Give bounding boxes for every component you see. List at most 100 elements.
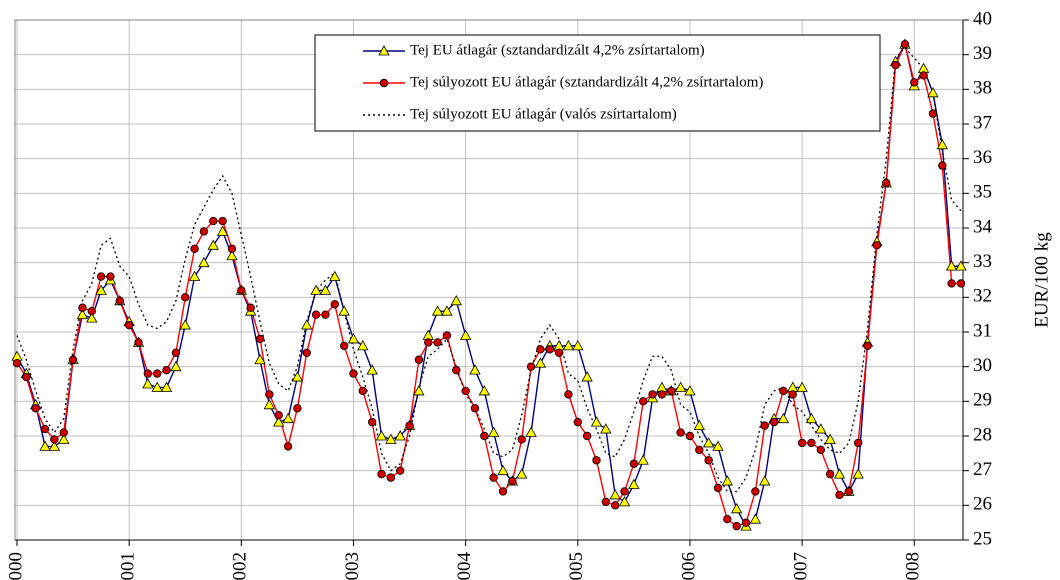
data-point	[143, 369, 153, 378]
y-tick-label: 26	[973, 494, 992, 515]
data-point	[816, 445, 826, 455]
data-point	[142, 378, 154, 389]
data-point	[582, 431, 592, 441]
data-point	[227, 244, 237, 253]
data-point	[358, 386, 368, 396]
y-tick-label: 27	[973, 459, 992, 480]
data-point	[796, 381, 808, 392]
y-tick-label: 38	[973, 78, 992, 99]
data-point	[385, 433, 397, 444]
x-tick-label: 2003	[342, 552, 363, 580]
data-point	[788, 390, 797, 399]
data-point	[469, 364, 481, 375]
data-point	[498, 487, 508, 496]
data-point	[545, 345, 554, 354]
data-point	[134, 338, 143, 347]
data-point	[927, 86, 939, 98]
data-point	[526, 362, 536, 371]
data-point	[40, 424, 50, 434]
data-point	[572, 340, 584, 351]
data-point	[478, 385, 491, 396]
data-point	[50, 435, 59, 444]
data-point	[58, 433, 70, 444]
data-point	[207, 239, 219, 250]
data-point	[179, 319, 191, 330]
data-point	[667, 386, 676, 396]
data-point	[910, 78, 919, 87]
y-tick-label: 36	[973, 147, 992, 168]
data-point	[637, 454, 649, 465]
data-point	[592, 456, 601, 465]
data-point	[311, 310, 321, 319]
data-point	[31, 404, 40, 413]
data-point	[534, 357, 547, 368]
x-tick-label: 2002	[230, 552, 251, 580]
legend-box	[314, 34, 881, 132]
data-point	[338, 305, 350, 316]
data-point	[562, 340, 575, 351]
data-point	[863, 341, 872, 351]
data-point	[255, 334, 265, 344]
data-point	[171, 348, 181, 357]
data-point	[732, 521, 741, 531]
data-point	[723, 515, 732, 524]
data-point	[919, 71, 928, 80]
data-point	[367, 417, 377, 427]
legend-label: Tej súlyozott EU átlagár (valós zsírtart…	[410, 106, 677, 122]
data-point	[554, 348, 564, 357]
data-point	[947, 279, 956, 288]
data-point	[825, 469, 835, 479]
data-point	[151, 381, 163, 392]
data-point	[394, 430, 406, 441]
data-point	[375, 430, 388, 441]
data-point	[190, 244, 199, 253]
data-point	[760, 421, 769, 430]
data-point	[489, 473, 498, 482]
data-point	[68, 355, 78, 364]
data-point	[695, 445, 704, 455]
data-point	[396, 466, 405, 475]
y-axis-label: EUR/100 kg	[1031, 232, 1052, 328]
data-point	[508, 476, 517, 486]
legend-label: Tej EU átlagár (sztandardizált 4,2% zsír…	[410, 42, 705, 58]
data-point	[106, 272, 115, 281]
data-point	[712, 440, 724, 451]
data-point	[805, 412, 818, 424]
data-point	[48, 440, 61, 451]
data-point	[461, 386, 470, 396]
data-point	[246, 303, 255, 312]
data-point	[452, 365, 461, 375]
data-point	[956, 279, 966, 288]
data-point	[349, 369, 358, 378]
y-tick-label: 39	[973, 43, 992, 64]
data-point	[610, 501, 620, 510]
data-point	[22, 372, 31, 382]
y-tick-label: 35	[973, 182, 992, 203]
data-point	[386, 473, 396, 482]
data-point	[59, 428, 68, 437]
data-point	[657, 390, 667, 399]
y-tick-label: 32	[973, 286, 992, 307]
data-point	[882, 178, 891, 188]
data-point	[648, 390, 657, 399]
data-point	[618, 496, 631, 507]
data-point	[330, 300, 339, 309]
data-point	[310, 284, 322, 295]
data-point	[282, 412, 294, 424]
data-point	[216, 225, 229, 236]
data-point	[433, 338, 442, 347]
x-tick-label: 2004	[454, 552, 475, 580]
data-point	[181, 293, 190, 302]
data-point	[347, 333, 360, 344]
data-point	[339, 341, 349, 351]
y-tick-label: 28	[973, 424, 992, 445]
data-point	[601, 497, 611, 507]
data-point	[685, 431, 695, 441]
data-point	[152, 369, 162, 378]
data-point	[357, 340, 369, 351]
legend-label: Tej súlyozott EU átlagár (sztandardizált…	[410, 74, 763, 90]
data-point	[702, 437, 715, 448]
y-tick-label: 37	[973, 112, 992, 133]
data-point	[226, 249, 238, 261]
